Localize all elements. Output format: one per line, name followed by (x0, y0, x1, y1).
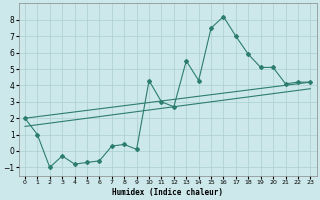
X-axis label: Humidex (Indice chaleur): Humidex (Indice chaleur) (112, 188, 223, 197)
